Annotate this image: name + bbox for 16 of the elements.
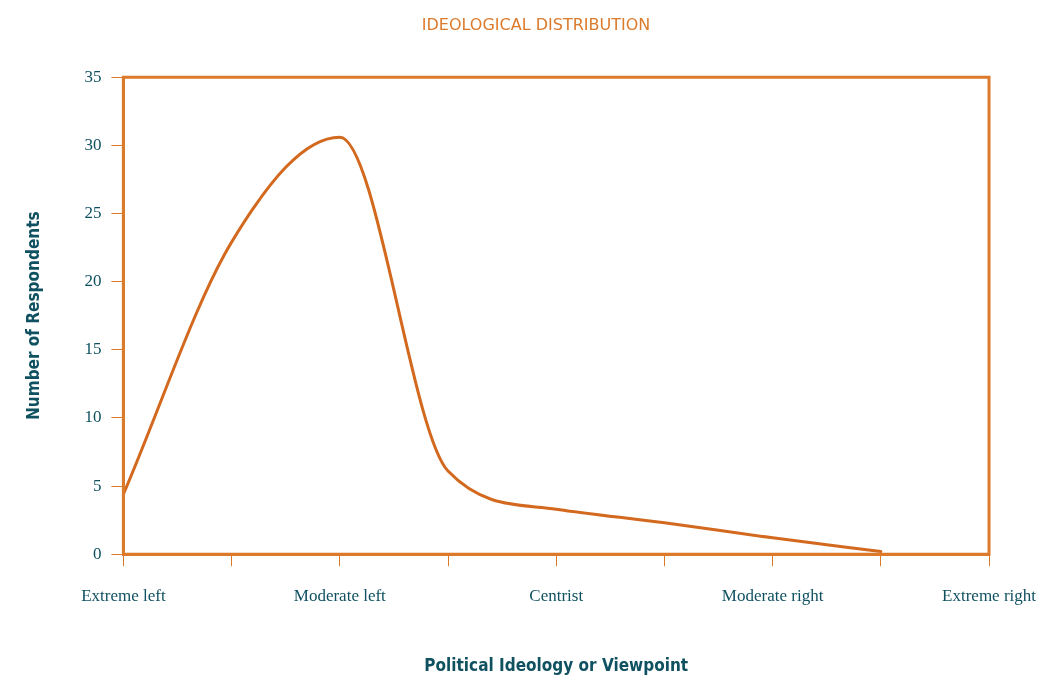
chart-title: IDEOLOGICAL DISTRIBUTION — [421, 14, 651, 34]
x-tick-label: Moderate right — [721, 585, 824, 605]
x-tick-label: Centrist — [529, 585, 584, 605]
y-tick-label: 15 — [84, 339, 102, 359]
y-tick-label: 5 — [92, 475, 102, 495]
y-tick-label: 25 — [84, 202, 102, 222]
y-axis-title: Number of Respondents — [22, 211, 43, 420]
y-tick-label: 30 — [84, 134, 102, 154]
x-axis-title: Political Ideology or Viewpoint — [424, 655, 689, 676]
x-tick-label: Moderate left — [293, 585, 387, 605]
y-tick-label: 0 — [92, 543, 102, 563]
y-tick-label: 35 — [84, 66, 102, 86]
x-tick-label: Extreme left — [81, 585, 166, 605]
y-tick-label: 10 — [84, 407, 102, 427]
x-tick-label: Extreme right — [942, 585, 1037, 605]
y-tick-label: 20 — [84, 271, 102, 291]
